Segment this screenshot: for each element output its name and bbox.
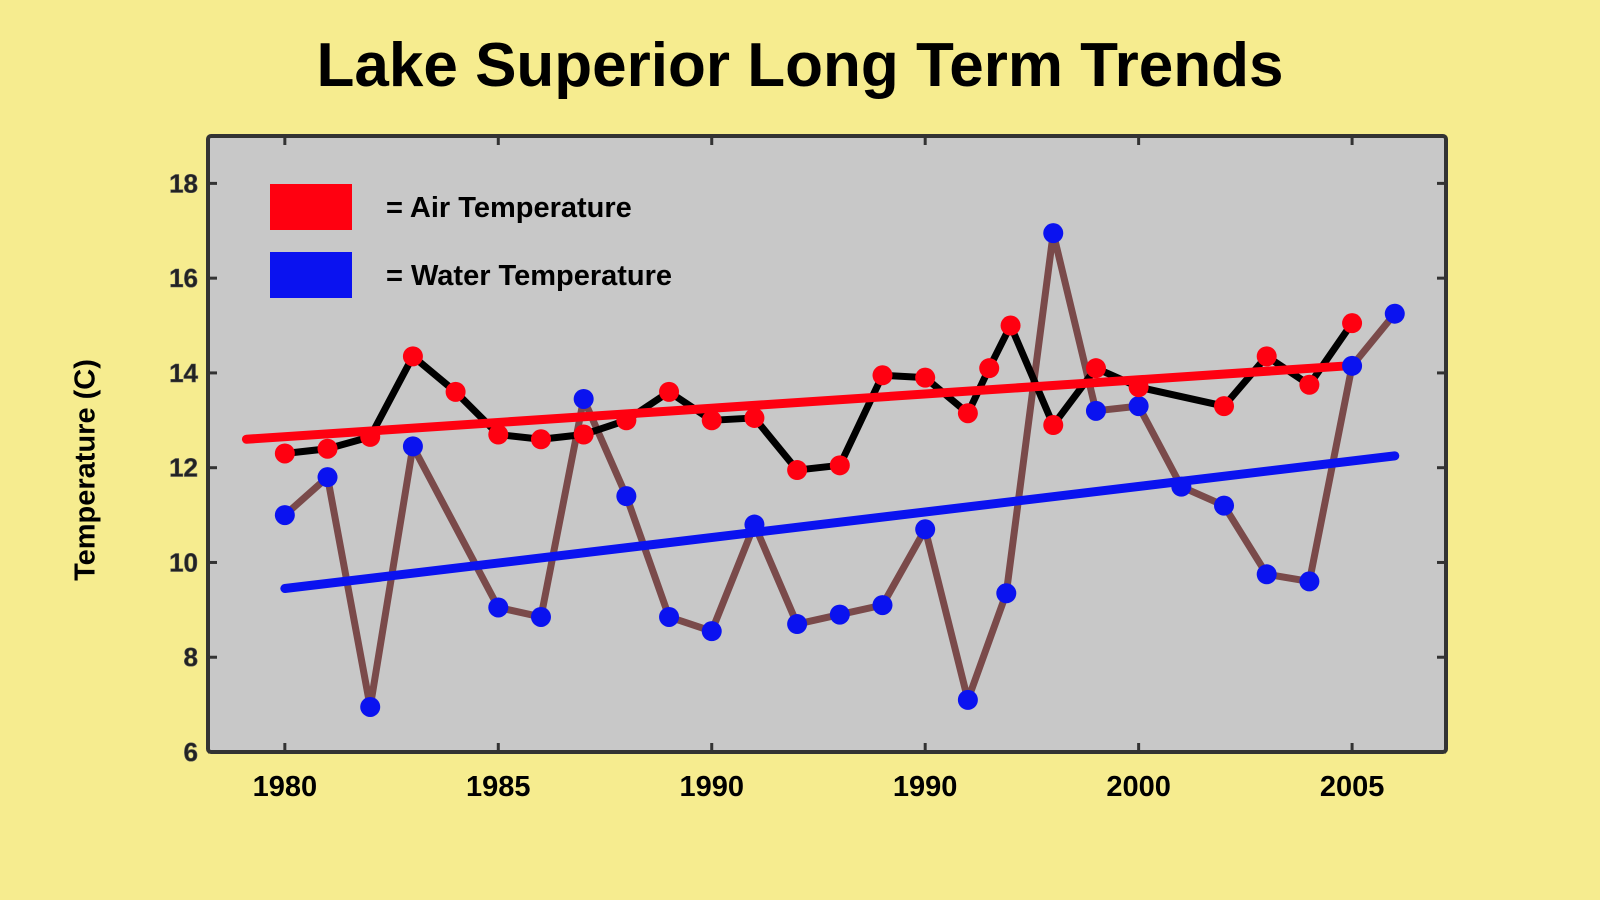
x-tick-label: 1985 (466, 771, 531, 803)
data-point-air (488, 424, 509, 445)
data-point-air (1214, 396, 1235, 417)
data-point-air (274, 443, 295, 464)
y-tick-label: 10 (169, 547, 198, 577)
plot-area (206, 134, 1448, 754)
data-point-water (1214, 495, 1235, 516)
data-point-air (360, 426, 381, 447)
data-point-air (744, 407, 765, 428)
y-tick-label: 6 (184, 737, 198, 767)
x-tick-label: 1990 (893, 771, 958, 803)
data-point-air (872, 365, 893, 386)
x-tick-label: 1990 (679, 771, 744, 803)
data-point-water (274, 505, 295, 526)
data-point-air (1000, 315, 1021, 336)
data-point-air (915, 367, 936, 388)
data-point-air (979, 358, 1000, 379)
data-point-water (787, 614, 808, 635)
data-point-water (1085, 400, 1106, 421)
y-tick-label: 16 (169, 263, 198, 293)
data-point-water (573, 388, 594, 409)
data-point-water (659, 606, 680, 627)
x-tick-label: 1980 (253, 771, 318, 803)
data-point-water (915, 519, 936, 540)
chart-title: Lake Superior Long Term Trends (316, 31, 1284, 100)
data-point-air (1128, 377, 1149, 398)
data-point-water (872, 595, 893, 616)
data-point-air (317, 438, 338, 459)
data-point-air (616, 410, 637, 431)
data-point-water (616, 486, 637, 507)
y-tick-label: 14 (169, 358, 198, 388)
data-point-air (1299, 374, 1320, 395)
data-point-air (1043, 415, 1064, 436)
data-point-water (402, 436, 423, 457)
y-tick-label: 8 (184, 642, 198, 672)
y-tick-label: 12 (169, 453, 198, 483)
data-point-water (1128, 396, 1149, 417)
data-point-air (659, 381, 680, 402)
data-point-water (1342, 355, 1363, 376)
data-point-air (701, 410, 722, 431)
legend-swatch-water (270, 252, 352, 298)
data-point-air (787, 460, 808, 481)
legend-label-air: = Air Temperature (386, 192, 632, 224)
data-point-air (530, 429, 551, 450)
data-point-water (1299, 571, 1320, 592)
data-point-air (829, 455, 850, 476)
data-point-air (445, 381, 466, 402)
data-point-water (701, 621, 722, 642)
data-point-air (573, 424, 594, 445)
data-point-water (1256, 564, 1277, 585)
data-point-air (1085, 358, 1106, 379)
trendline-water (280, 451, 1400, 594)
legend-label-water: = Water Temperature (386, 260, 672, 292)
data-point-water (996, 583, 1017, 604)
data-point-water (317, 467, 338, 488)
data-point-water (1043, 223, 1064, 244)
data-point-air (402, 346, 423, 367)
data-point-air (1256, 346, 1277, 367)
legend-swatch-air (270, 184, 352, 230)
data-point-water (744, 514, 765, 535)
data-point-water (488, 597, 509, 618)
data-point-water (530, 606, 551, 627)
trendline-air (241, 361, 1353, 444)
data-point-water (957, 689, 978, 710)
x-tick-label: 2000 (1106, 771, 1171, 803)
data-point-air (1342, 313, 1363, 334)
data-point-water (1171, 476, 1192, 497)
y-tick-label: 18 (169, 168, 198, 198)
data-point-air (957, 403, 978, 424)
data-point-water (1384, 303, 1405, 324)
data-point-water (360, 696, 381, 717)
x-tick-label: 2005 (1320, 771, 1385, 803)
data-point-water (829, 604, 850, 625)
